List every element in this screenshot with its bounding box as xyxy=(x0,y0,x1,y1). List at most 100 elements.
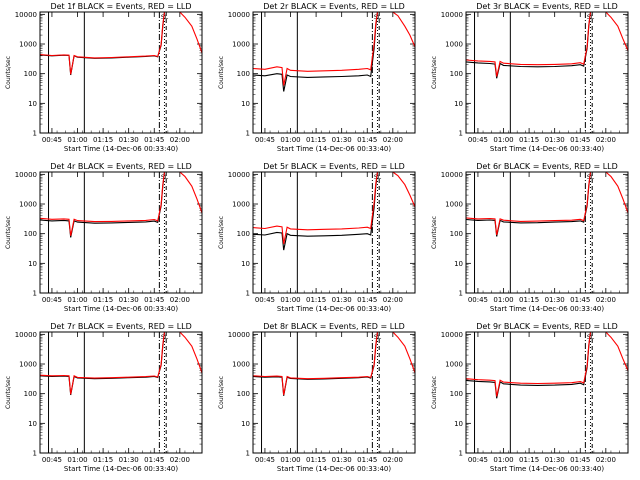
plot-frame xyxy=(39,171,203,294)
plot-frame xyxy=(39,331,203,454)
y-tick-label: 1000 xyxy=(232,361,250,369)
panel-title: Det 4r BLACK = Events, RED = LLD xyxy=(50,162,192,171)
series-events-line xyxy=(252,171,405,251)
marker-tag: SL xyxy=(587,334,595,341)
series-lld-line xyxy=(252,171,416,245)
x-tick-label: 01:30 xyxy=(332,136,352,144)
y-tick-label: 100 xyxy=(450,230,463,238)
y-tick-label: 100 xyxy=(24,230,37,238)
plot-frame xyxy=(252,171,416,294)
x-tick-label: 01:45 xyxy=(357,456,377,464)
series-lld-line xyxy=(252,11,416,86)
x-tick-label: 00:45 xyxy=(468,136,488,144)
series-lld-line xyxy=(39,331,203,395)
x-tick-label: 01:00 xyxy=(280,456,300,464)
panel-title: Det 6r BLACK = Events, RED = LLD xyxy=(476,162,618,171)
series-events-line xyxy=(465,331,618,399)
x-tick-label: 01:15 xyxy=(93,136,113,144)
y-axis-label: Counts/sec xyxy=(5,56,12,89)
series-lld-line xyxy=(39,11,203,75)
panel-3: Det 3r BLACK = Events, RED = LLD Counts/s… xyxy=(431,2,629,153)
series-events-line xyxy=(252,331,405,396)
y-axis-label: Counts/sec xyxy=(218,56,225,89)
y-tick-label: 10000 xyxy=(441,331,463,339)
x-tick-label: 01:30 xyxy=(332,456,352,464)
panel-title: Det 5r BLACK = Events, RED = LLD xyxy=(263,162,405,171)
x-tick-label: 01:45 xyxy=(357,136,377,144)
x-tick-label: 02:00 xyxy=(170,296,190,304)
y-tick-label: 100 xyxy=(450,70,463,78)
x-tick-label: 01:15 xyxy=(519,136,539,144)
y-tick-label: 10 xyxy=(28,260,37,268)
panel-1: Det 1f BLACK = Events, RED = LLD Counts/s… xyxy=(5,2,203,153)
y-tick-label: 10 xyxy=(454,260,463,268)
x-axis-label: Start Time (14-Dec-06 00:33:40) xyxy=(490,145,604,153)
x-axis-label: Start Time (14-Dec-06 00:33:40) xyxy=(277,145,391,153)
x-tick-label: 01:00 xyxy=(280,136,300,144)
x-tick-label: 01:15 xyxy=(306,296,326,304)
panel-title: Det 8r BLACK = Events, RED = LLD xyxy=(263,322,405,331)
x-tick-label: 01:30 xyxy=(545,456,565,464)
marker-tag: SL xyxy=(587,174,595,181)
series-events-line xyxy=(252,11,405,92)
x-tick-label: 02:00 xyxy=(596,136,616,144)
y-tick-label: 100 xyxy=(450,390,463,398)
series-events-line xyxy=(465,11,618,79)
x-tick-label: 00:45 xyxy=(42,136,62,144)
x-tick-label: 01:45 xyxy=(144,296,164,304)
y-tick-label: 1000 xyxy=(19,41,37,49)
panel-5: Det 5r BLACK = Events, RED = LLD Counts/s… xyxy=(218,162,416,313)
y-tick-label: 100 xyxy=(237,390,250,398)
x-tick-label: 00:45 xyxy=(468,456,488,464)
plot-frame xyxy=(465,331,629,454)
series-lld-line xyxy=(465,171,629,236)
x-tick-label: 02:00 xyxy=(170,136,190,144)
x-tick-label: 01:30 xyxy=(545,136,565,144)
x-tick-label: 01:30 xyxy=(332,296,352,304)
x-tick-label: 01:30 xyxy=(119,136,139,144)
y-tick-label: 1 xyxy=(459,130,463,138)
y-tick-label: 10 xyxy=(28,420,37,428)
plot-frame xyxy=(252,11,416,134)
x-tick-label: 00:45 xyxy=(255,136,275,144)
x-tick-label: 02:00 xyxy=(596,296,616,304)
y-tick-label: 1000 xyxy=(19,201,37,209)
x-tick-label: 00:45 xyxy=(42,456,62,464)
y-tick-label: 100 xyxy=(237,70,250,78)
x-tick-label: 01:15 xyxy=(519,296,539,304)
y-tick-label: 10000 xyxy=(441,11,463,19)
x-axis-label: Start Time (14-Dec-06 00:33:40) xyxy=(277,465,391,473)
panel-4: Det 4r BLACK = Events, RED = LLD Counts/s… xyxy=(5,162,203,313)
x-tick-label: 02:00 xyxy=(383,136,403,144)
x-axis-label: Start Time (14-Dec-06 00:33:40) xyxy=(64,145,178,153)
marker-tag: SL xyxy=(374,334,382,341)
y-axis-label: Counts/sec xyxy=(218,376,225,409)
x-axis-label: Start Time (14-Dec-06 00:33:40) xyxy=(490,465,604,473)
y-tick-label: 1 xyxy=(33,130,37,138)
x-tick-label: 01:45 xyxy=(144,136,164,144)
series-events-line xyxy=(39,331,192,396)
x-tick-label: 01:45 xyxy=(144,456,164,464)
y-axis-label: Counts/sec xyxy=(218,216,225,249)
x-tick-label: 01:45 xyxy=(357,296,377,304)
y-axis-label: Counts/sec xyxy=(5,376,12,409)
plot-frame xyxy=(252,331,416,454)
x-axis-label: Start Time (14-Dec-06 00:33:40) xyxy=(490,305,604,313)
marker-tag: SL xyxy=(374,174,382,181)
plot-frame xyxy=(39,11,203,134)
y-tick-label: 1 xyxy=(33,450,37,458)
x-tick-label: 00:45 xyxy=(468,296,488,304)
y-tick-label: 10 xyxy=(28,100,37,108)
x-tick-label: 00:45 xyxy=(255,456,275,464)
y-tick-label: 10 xyxy=(454,100,463,108)
x-tick-label: 01:00 xyxy=(67,296,87,304)
x-tick-label: 01:00 xyxy=(67,136,87,144)
x-tick-label: 01:00 xyxy=(493,296,513,304)
plot-frame xyxy=(465,171,629,294)
x-tick-label: 02:00 xyxy=(383,456,403,464)
x-tick-label: 01:00 xyxy=(493,456,513,464)
y-tick-label: 10000 xyxy=(228,171,250,179)
y-tick-label: 1000 xyxy=(445,361,463,369)
x-tick-label: 02:00 xyxy=(596,456,616,464)
